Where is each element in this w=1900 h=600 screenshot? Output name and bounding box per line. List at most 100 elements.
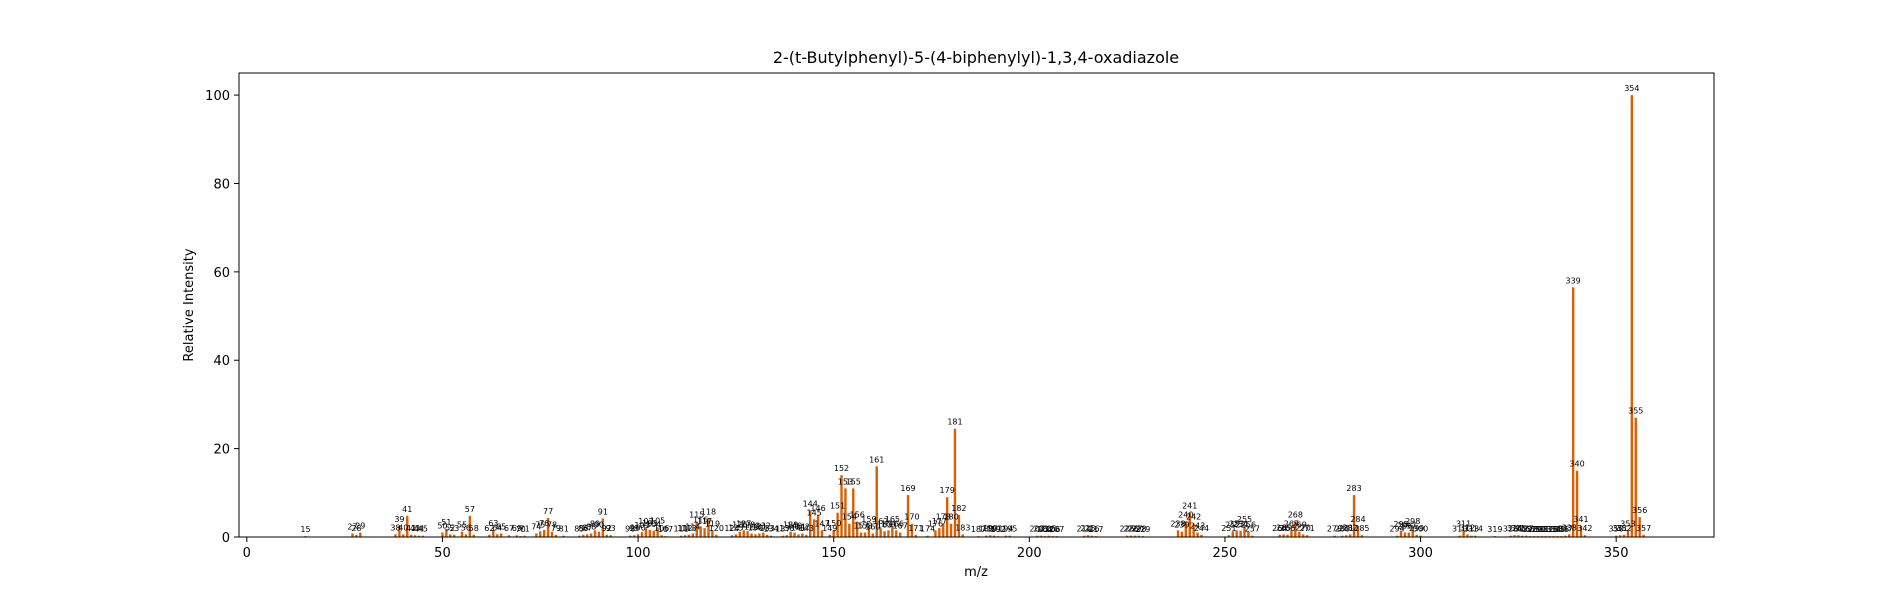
peak-bar — [1517, 535, 1520, 537]
peak-label: 113 — [681, 524, 696, 533]
peak-bar — [1618, 535, 1622, 537]
peak-bar — [1462, 530, 1465, 537]
peak-label: 71 — [520, 525, 530, 534]
peak-bar — [1278, 534, 1281, 537]
peak-label: 310 — [1452, 525, 1467, 534]
peak-label: 280 — [1335, 525, 1350, 534]
peak-label: 217 — [1088, 525, 1103, 534]
peak-label: 194 — [998, 525, 1013, 534]
peak-label: 57 — [465, 505, 475, 514]
y-tick-label: 20 — [213, 443, 230, 458]
peak-label: 326 — [1515, 525, 1530, 534]
peak-label: 183 — [955, 523, 970, 532]
y-tick-label: 40 — [213, 354, 230, 369]
peak-bar — [801, 533, 804, 537]
peak-bar — [1470, 535, 1473, 537]
peak-label: 90 — [594, 521, 604, 530]
peak-bar — [460, 531, 464, 537]
peak-label: 38 — [390, 523, 400, 532]
peak-bar — [593, 530, 597, 537]
peak-bar — [848, 523, 851, 537]
x-tick-label: 200 — [1017, 546, 1042, 561]
peak-bar — [1184, 521, 1188, 537]
peak-label: 226 — [1123, 525, 1138, 534]
peak-bar — [1008, 535, 1011, 537]
peak-label: 67 — [504, 524, 514, 533]
peak-bar — [644, 528, 648, 537]
peak-label: 334 — [1546, 525, 1561, 534]
peak-label: 157 — [853, 522, 868, 531]
peak-label: 265 — [1276, 523, 1291, 532]
peak-label: 62 — [484, 524, 494, 533]
peak-bar — [1411, 528, 1414, 537]
peak-label: 298 — [1405, 517, 1420, 526]
peak-bar — [828, 534, 831, 537]
peak-bar — [883, 531, 886, 537]
peak-bar — [1129, 535, 1133, 537]
peak-label: 179 — [940, 486, 955, 495]
peak-bar — [1196, 532, 1199, 537]
peak-label: 79 — [551, 524, 561, 533]
peak-bar — [812, 519, 816, 537]
peak-label: 178 — [936, 513, 951, 522]
peak-label: 65 — [496, 522, 506, 531]
peak-bar — [1415, 534, 1418, 537]
peak-bar — [840, 475, 843, 537]
peak-bar — [1403, 532, 1407, 537]
x-axis-label: m/z — [964, 565, 988, 580]
x-tick-label: 350 — [1604, 546, 1629, 561]
peak-label: 227 — [1127, 525, 1142, 534]
peak-label: 93 — [606, 524, 616, 533]
peak-bar — [1513, 535, 1516, 537]
peak-label: 51 — [441, 518, 451, 527]
peak-label: 44 — [414, 525, 424, 534]
peak-bar — [742, 530, 745, 537]
peak-label: 106 — [654, 524, 669, 533]
peak-bar — [1575, 470, 1579, 537]
peak-bar — [1282, 534, 1285, 537]
peak-bar — [734, 534, 738, 537]
peak-label: 253 — [1229, 519, 1244, 528]
peak-label: 142 — [795, 522, 810, 531]
peak-label: 342 — [1577, 524, 1592, 533]
peak-bar — [1395, 535, 1399, 537]
peak-label: 155 — [846, 477, 861, 486]
peak-bar — [895, 530, 898, 537]
peak-label: 151 — [830, 502, 845, 511]
peak-bar — [906, 495, 910, 537]
peak-label: 126 — [732, 521, 747, 530]
peak-label: 116 — [693, 515, 708, 524]
peak-label: 341 — [1573, 515, 1588, 524]
y-tick-label: 0 — [222, 531, 230, 546]
peak-bar — [1614, 535, 1618, 537]
peak-label: 271 — [1299, 524, 1314, 533]
peak-label: 77 — [543, 507, 553, 516]
peak-label: 15 — [300, 525, 310, 534]
peak-label: 163 — [877, 520, 892, 529]
peak-label: 330 — [1530, 525, 1545, 534]
peak-bar — [452, 534, 456, 537]
peak-label: 120 — [709, 524, 724, 533]
peak-label: 147 — [814, 519, 829, 528]
peak-bar — [1333, 535, 1336, 537]
peak-label: 167 — [893, 522, 908, 531]
peak-bar — [1290, 530, 1293, 537]
peak-label: 354 — [1624, 84, 1639, 93]
peak-label: 332 — [1538, 525, 1553, 534]
peak-bar — [1251, 535, 1254, 537]
peak-label: 325 — [1511, 524, 1526, 533]
peak-bar — [1231, 531, 1234, 537]
peak-bar — [660, 535, 663, 537]
peak-label: 144 — [803, 499, 818, 508]
peak-bar — [875, 466, 878, 537]
peak-label: 205 — [1041, 525, 1056, 534]
peak-bar — [957, 514, 961, 537]
peak-bar — [1345, 535, 1348, 537]
peak-label: 28 — [351, 524, 361, 533]
peak-bar — [1090, 535, 1094, 537]
peak-bar — [1239, 530, 1242, 537]
peak-bar — [402, 534, 405, 537]
peak-label: 340 — [1569, 460, 1584, 469]
peak-bar — [1039, 535, 1043, 537]
